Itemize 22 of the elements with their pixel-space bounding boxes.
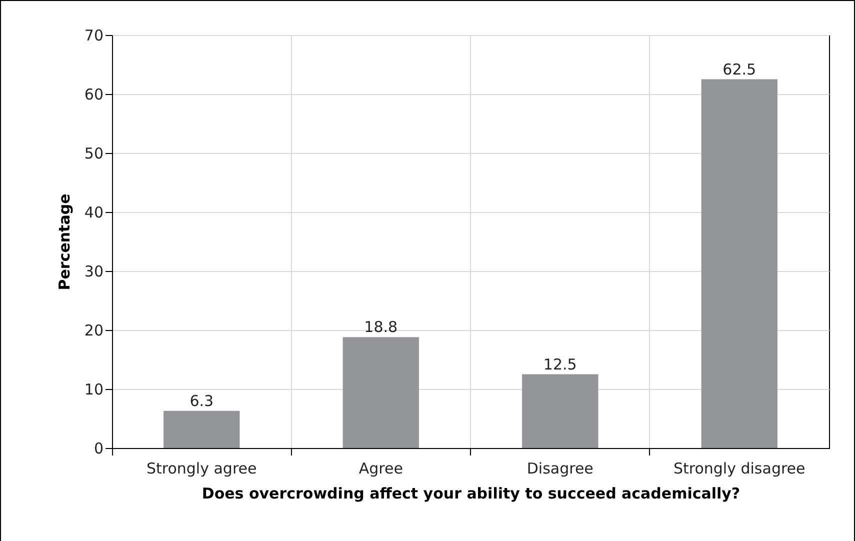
bar (342, 337, 419, 448)
data-label: 6.3 (190, 392, 214, 410)
data-label: 62.5 (722, 60, 756, 78)
data-label: 12.5 (543, 355, 577, 374)
y-tick-label: 30 (84, 262, 104, 280)
x-axis-title: Does overcrowding affect your ability to succeed academically? (202, 484, 740, 502)
x-tick-label: Strongly disagree (673, 460, 806, 478)
y-tick-label: 60 (84, 86, 104, 104)
x-tick-label: Agree (358, 460, 403, 478)
y-tick-label: 70 (84, 26, 104, 44)
y-tick-label: 50 (84, 144, 104, 162)
bar (701, 79, 778, 448)
bar (164, 410, 240, 448)
x-tick-label: Disagree (526, 460, 594, 478)
y-tick-label: 20 (84, 322, 104, 340)
y-tick-label: 10 (84, 380, 104, 398)
y-tick-label: 40 (84, 204, 104, 222)
data-label: 18.8 (364, 318, 398, 336)
y-axis-title: Percentage (55, 194, 74, 290)
bar (522, 374, 598, 448)
x-tick-label: Strongly agree (146, 460, 257, 478)
y-tick-label: 0 (94, 440, 104, 458)
